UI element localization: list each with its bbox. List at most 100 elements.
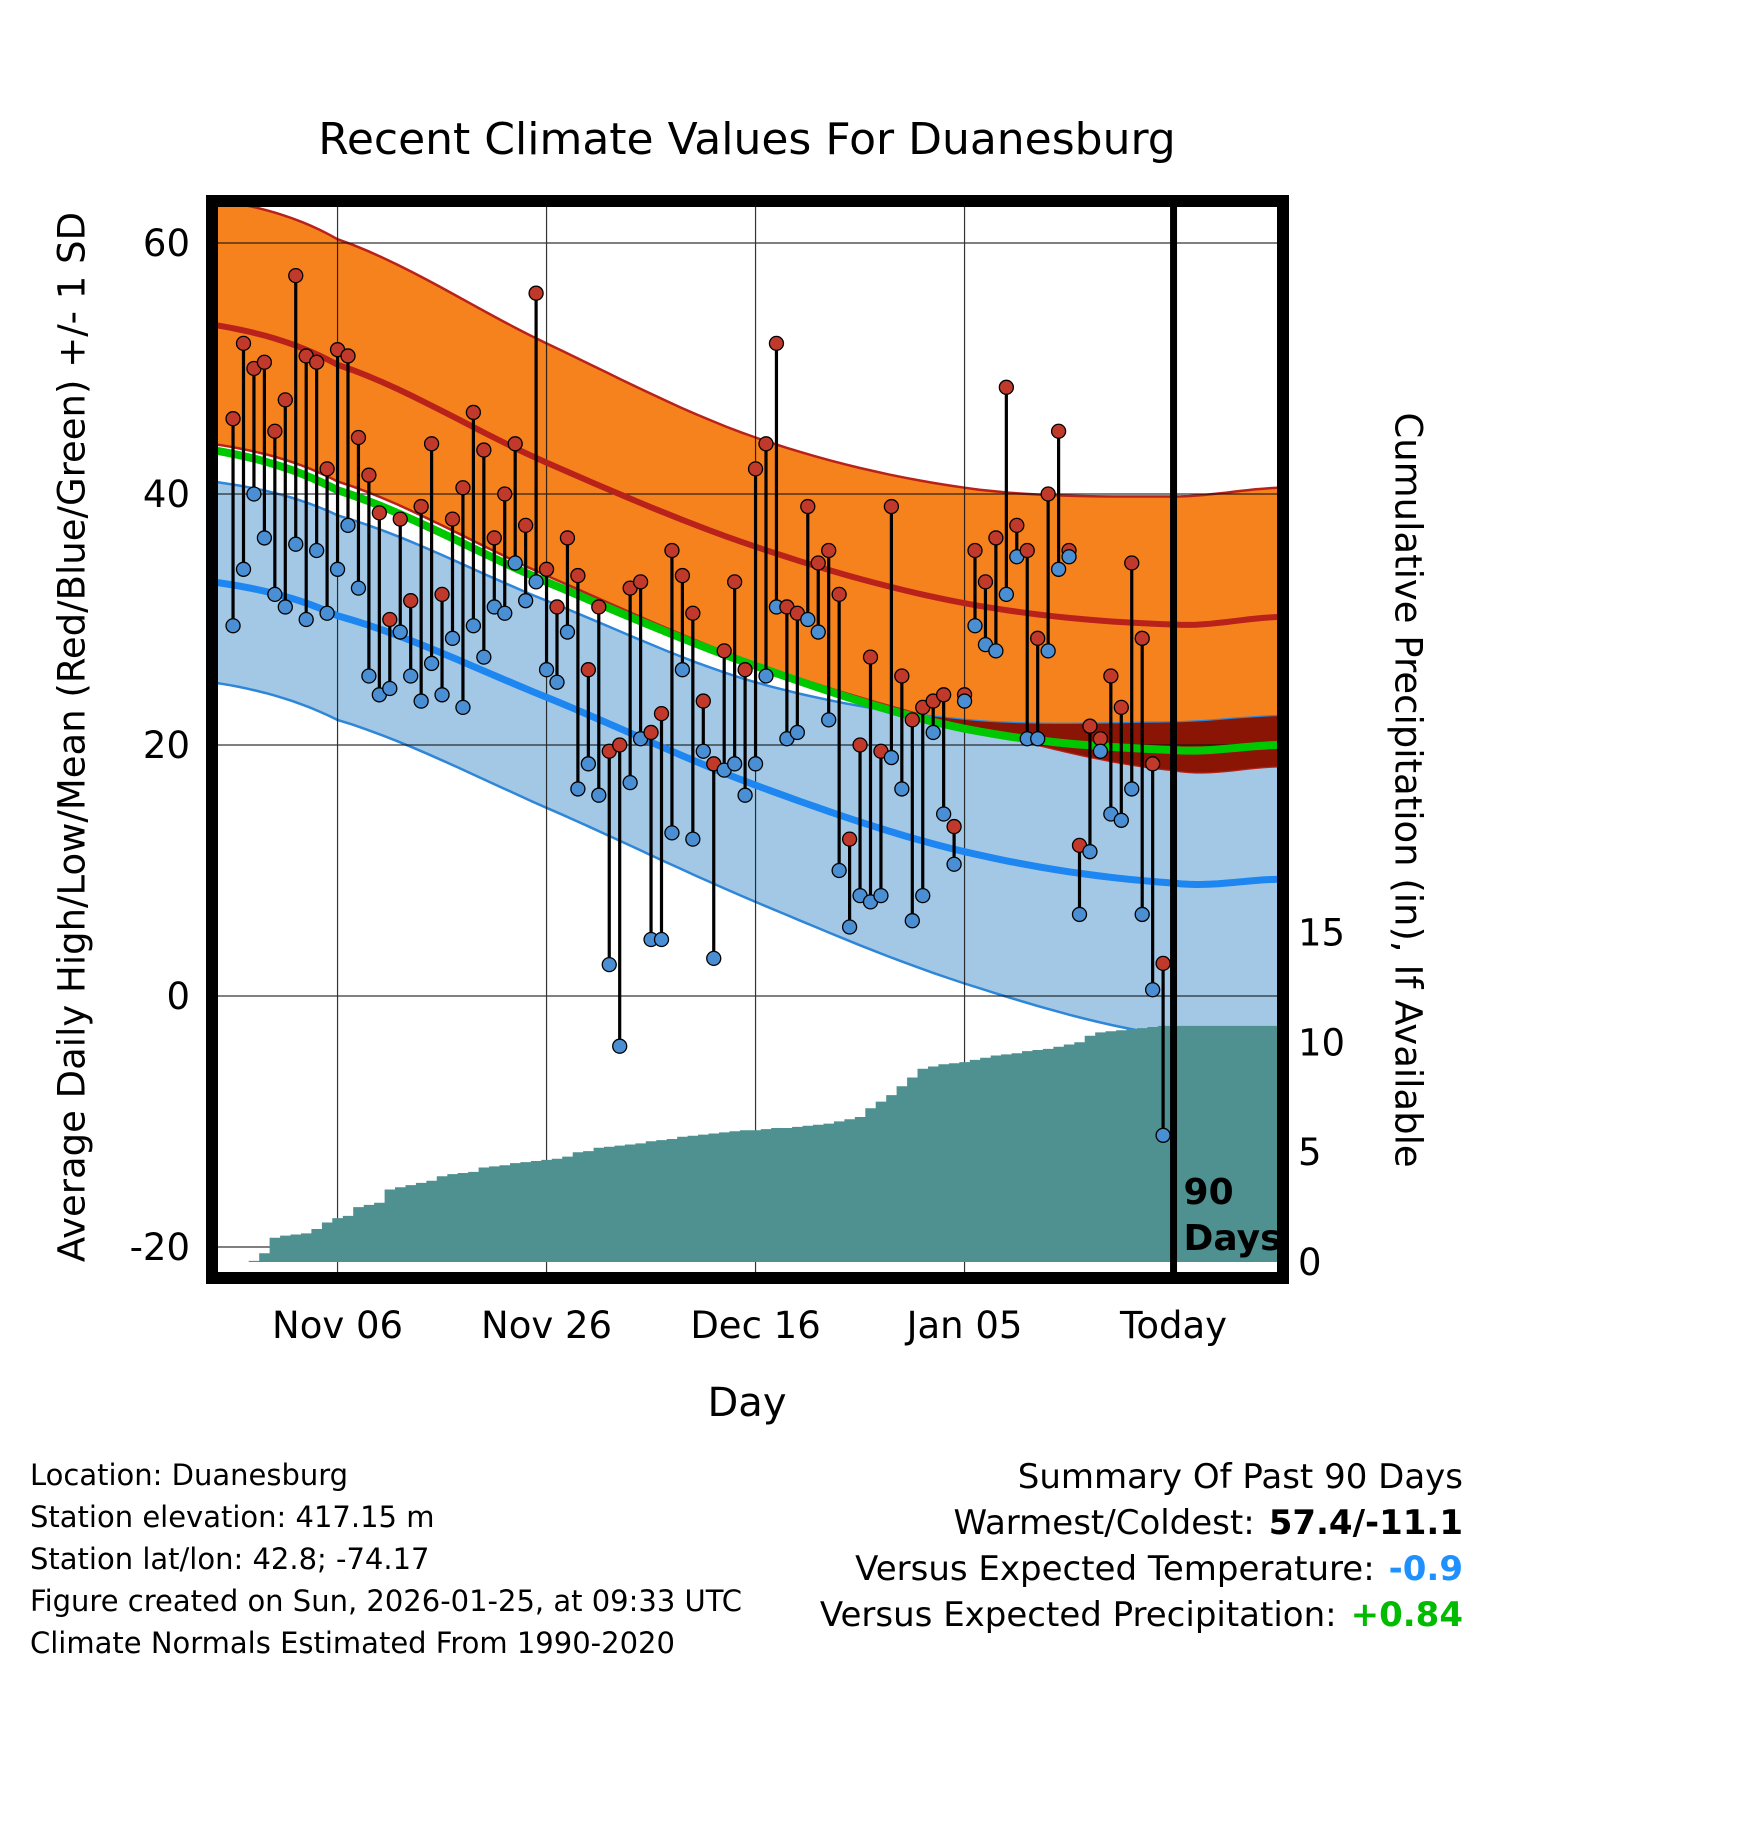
daily-high-point bbox=[674, 567, 691, 584]
x-axis-tick-label: Today bbox=[1119, 1304, 1227, 1347]
daily-high-point bbox=[1103, 668, 1119, 684]
daily-high-point bbox=[1050, 423, 1067, 439]
daily-low-point bbox=[476, 649, 492, 665]
chart-title: Recent Climate Values For Duanesburg bbox=[318, 114, 1176, 165]
daily-high-point bbox=[559, 530, 576, 546]
daily-low-point bbox=[894, 781, 910, 797]
daily-low-point bbox=[1050, 561, 1067, 577]
daily-low-point bbox=[350, 580, 367, 596]
daily-low-point bbox=[267, 586, 283, 603]
daily-observations bbox=[225, 267, 1171, 1143]
daily-low-point bbox=[1155, 1127, 1171, 1143]
daily-low-point bbox=[685, 831, 701, 847]
daily-low-point bbox=[998, 586, 1014, 603]
daily-low-point bbox=[622, 775, 638, 791]
ninety-days-label-line1: 90 bbox=[1184, 1172, 1234, 1213]
daily-high-point bbox=[403, 593, 419, 609]
daily-high-point bbox=[653, 705, 670, 722]
daily-high-point bbox=[497, 486, 513, 502]
daily-high-point bbox=[664, 542, 680, 559]
daily-low-point bbox=[1061, 549, 1077, 565]
daily-low-point bbox=[789, 724, 805, 741]
daily-low-point bbox=[1071, 906, 1088, 923]
daily-high-point bbox=[768, 335, 785, 352]
x-axis-tick-label: Jan 05 bbox=[905, 1304, 1023, 1347]
daily-low-point bbox=[904, 913, 920, 929]
daily-high-point bbox=[612, 737, 628, 753]
figure-created-line: Figure created on Sun, 2026-01-25, at 09… bbox=[30, 1584, 743, 1618]
daily-high-point bbox=[1124, 555, 1140, 571]
daily-high-point bbox=[465, 404, 482, 421]
summary-label: Versus Expected Precipitation: bbox=[819, 1595, 1337, 1635]
daily-low-point bbox=[361, 668, 377, 684]
daily-high-point bbox=[1009, 517, 1025, 534]
daily-high-point bbox=[350, 429, 367, 446]
daily-high-point bbox=[852, 737, 868, 753]
daily-high-point bbox=[988, 530, 1004, 546]
daily-high-point bbox=[758, 436, 774, 452]
daily-high-point bbox=[434, 586, 450, 603]
daily-high-point bbox=[476, 442, 492, 458]
daily-high-point bbox=[1113, 699, 1129, 715]
left-axis-tick-label: 60 bbox=[143, 222, 190, 265]
daily-high-point bbox=[1030, 630, 1046, 646]
climate-normals-line: Climate Normals Estimated From 1990-2020 bbox=[30, 1626, 675, 1660]
daily-low-point bbox=[591, 787, 607, 803]
daily-high-point bbox=[507, 436, 523, 452]
summary-value: 57.4/-11.1 bbox=[1268, 1503, 1463, 1543]
station-info: Location: Duanesburg Station elevation: … bbox=[30, 1454, 742, 1664]
daily-high-point bbox=[517, 517, 534, 534]
daily-low-point bbox=[925, 724, 941, 741]
daily-high-point bbox=[413, 498, 429, 515]
summary-value: +0.84 bbox=[1350, 1595, 1463, 1635]
daily-low-point bbox=[883, 749, 900, 766]
daily-low-point bbox=[706, 950, 722, 966]
daily-high-point bbox=[1144, 756, 1161, 772]
daily-high-point bbox=[392, 511, 408, 527]
daily-low-point bbox=[549, 674, 565, 690]
summary-block: Summary Of Past 90 Days Warmest/Coldest:… bbox=[820, 1454, 1463, 1638]
daily-high-point bbox=[841, 831, 858, 847]
daily-low-point bbox=[1144, 982, 1161, 998]
left-axis-tick-label: 20 bbox=[143, 724, 190, 767]
right-axis-tick-label: 10 bbox=[1298, 1021, 1345, 1064]
daily-low-point bbox=[601, 956, 617, 973]
daily-high-point bbox=[883, 498, 900, 515]
daily-low-point bbox=[946, 856, 962, 872]
daily-high-point bbox=[1155, 955, 1171, 972]
daily-low-point bbox=[392, 624, 408, 640]
daily-low-point bbox=[497, 605, 513, 621]
daily-low-point bbox=[256, 530, 273, 546]
daily-low-point bbox=[612, 1038, 628, 1054]
daily-high-point bbox=[632, 574, 649, 590]
daily-high-point bbox=[371, 505, 387, 521]
daily-high-point bbox=[340, 348, 356, 364]
daily-high-point bbox=[862, 649, 879, 665]
daily-high-point bbox=[528, 285, 544, 301]
left-axis-tick-label: -20 bbox=[130, 1226, 190, 1269]
daily-high-point bbox=[580, 662, 596, 678]
daily-low-point bbox=[444, 630, 461, 646]
daily-low-point bbox=[841, 919, 858, 935]
daily-low-point bbox=[308, 542, 325, 559]
station-latlon-line: Station lat/lon: 42.8; -74.17 bbox=[30, 1542, 430, 1576]
x-axis-tick-label: Nov 06 bbox=[272, 1304, 403, 1347]
daily-low-point bbox=[967, 618, 983, 634]
daily-high-point bbox=[894, 668, 910, 684]
daily-high-point bbox=[423, 436, 440, 452]
x-axis-tick-label: Dec 16 bbox=[690, 1304, 820, 1347]
daily-low-point bbox=[403, 668, 419, 684]
left-axis-tick-label: 0 bbox=[166, 975, 190, 1018]
daily-high-point bbox=[935, 687, 952, 703]
daily-low-point bbox=[747, 756, 764, 772]
x-axis-tick-label: Nov 26 bbox=[481, 1304, 612, 1347]
daily-high-point bbox=[810, 555, 826, 571]
daily-low-point bbox=[455, 699, 471, 715]
daily-low-point bbox=[225, 618, 241, 634]
daily-high-point bbox=[225, 411, 241, 427]
daily-low-point bbox=[580, 756, 596, 772]
daily-high-point bbox=[455, 480, 471, 496]
daily-low-point bbox=[1134, 906, 1150, 923]
summary-row-vs-precipitation: Versus Expected Precipitation: +0.84 bbox=[820, 1592, 1463, 1638]
daily-low-point bbox=[726, 756, 743, 772]
